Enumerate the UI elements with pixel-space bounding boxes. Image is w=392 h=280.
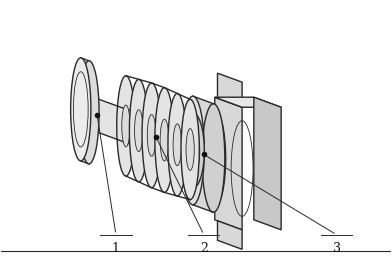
Ellipse shape: [189, 134, 196, 167]
Text: 3: 3: [333, 242, 341, 255]
Ellipse shape: [181, 99, 199, 200]
Polygon shape: [254, 97, 281, 230]
Ellipse shape: [173, 124, 181, 166]
Ellipse shape: [142, 83, 161, 188]
Ellipse shape: [181, 96, 204, 205]
Ellipse shape: [186, 129, 194, 170]
Text: 1: 1: [112, 242, 120, 255]
Ellipse shape: [77, 93, 84, 126]
Polygon shape: [215, 97, 242, 230]
Ellipse shape: [129, 79, 148, 182]
Ellipse shape: [181, 113, 204, 188]
Ellipse shape: [168, 94, 187, 196]
Polygon shape: [81, 58, 89, 164]
Ellipse shape: [155, 88, 174, 192]
Ellipse shape: [147, 115, 156, 156]
Ellipse shape: [134, 110, 143, 151]
Polygon shape: [218, 73, 242, 107]
Polygon shape: [215, 97, 281, 107]
Ellipse shape: [186, 125, 200, 176]
Polygon shape: [193, 96, 213, 212]
Text: 2: 2: [200, 242, 208, 255]
Polygon shape: [218, 221, 242, 249]
Ellipse shape: [160, 119, 169, 161]
Ellipse shape: [71, 58, 91, 161]
Ellipse shape: [202, 104, 225, 212]
Ellipse shape: [122, 105, 130, 147]
Ellipse shape: [208, 125, 221, 192]
Ellipse shape: [79, 61, 99, 164]
Polygon shape: [81, 93, 193, 167]
Ellipse shape: [204, 111, 226, 206]
Ellipse shape: [117, 76, 135, 176]
